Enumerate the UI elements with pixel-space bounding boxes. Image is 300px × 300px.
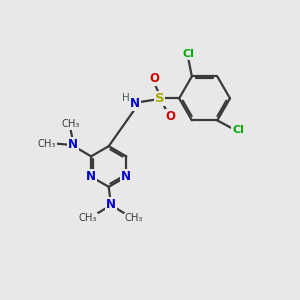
Text: CH₃: CH₃ bbox=[37, 139, 56, 148]
Text: S: S bbox=[155, 92, 164, 105]
Text: N: N bbox=[106, 198, 116, 211]
Text: CH₃: CH₃ bbox=[79, 214, 97, 224]
Text: CH₃: CH₃ bbox=[61, 119, 80, 129]
Text: CH₃: CH₃ bbox=[125, 214, 143, 224]
Text: N: N bbox=[68, 138, 78, 151]
Text: O: O bbox=[149, 72, 159, 85]
Text: O: O bbox=[166, 110, 176, 123]
Text: Cl: Cl bbox=[182, 49, 194, 59]
Text: N: N bbox=[130, 97, 140, 110]
Text: Cl: Cl bbox=[232, 124, 244, 135]
Text: N: N bbox=[86, 170, 96, 183]
Text: N: N bbox=[121, 170, 131, 183]
Text: H: H bbox=[122, 93, 129, 103]
